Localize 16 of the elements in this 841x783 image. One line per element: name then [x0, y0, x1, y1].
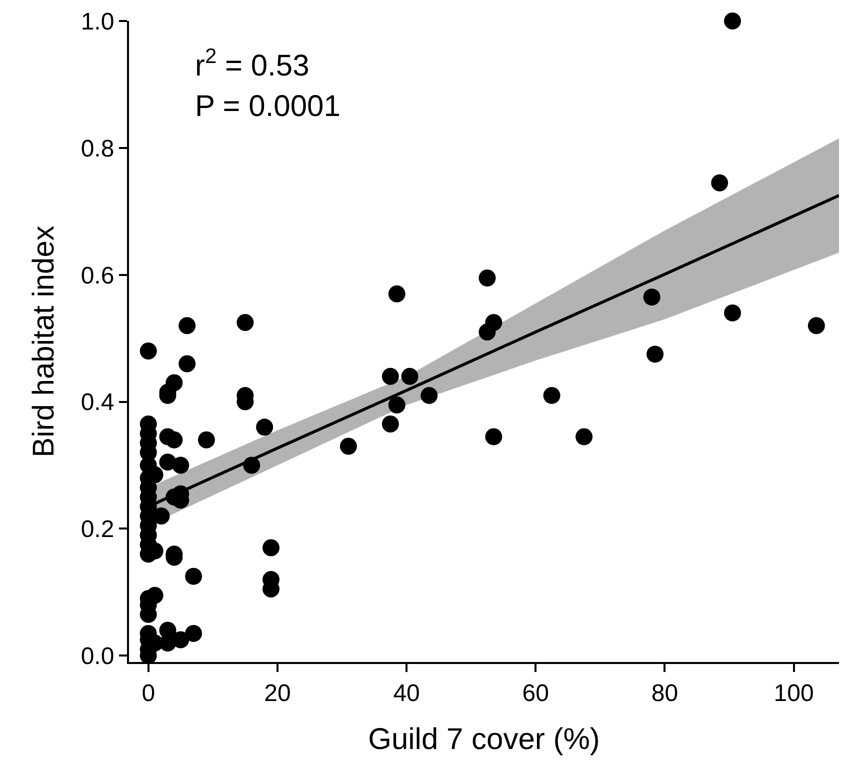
- x-tick-label: 40: [393, 680, 420, 707]
- annotation: r$^{2}$ = 0.53: [195, 45, 310, 83]
- y-tick-label: 0.8: [80, 135, 114, 162]
- y-tick-label: 1.0: [80, 8, 114, 36]
- y-tick-label: 0.2: [80, 516, 114, 544]
- x-tick-label: 0: [142, 680, 156, 707]
- y-tick-label: 0.6: [80, 262, 114, 290]
- y-tick-label: 0.4: [80, 389, 114, 416]
- x-tick-label: 20: [264, 680, 291, 707]
- y-tick-label: 0.0: [80, 643, 114, 670]
- y-axis-title: Bird habitat index: [27, 226, 60, 458]
- annotation: P = 0.0001: [195, 90, 340, 123]
- x-tick-label: 100: [774, 680, 814, 707]
- x-tick-label: 60: [522, 680, 549, 707]
- x-axis-title: Guild 7 cover (%): [368, 722, 600, 756]
- x-tick-label: 80: [651, 680, 678, 707]
